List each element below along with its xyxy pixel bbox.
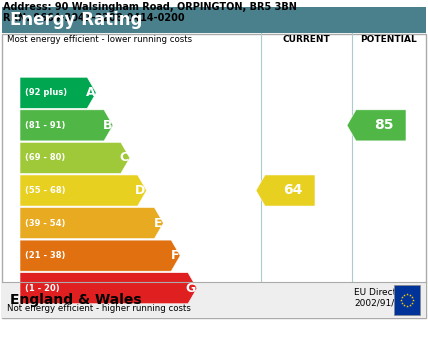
Text: 64: 64 [283,184,303,198]
Polygon shape [20,240,180,271]
Polygon shape [20,77,96,108]
Bar [2,34,426,318]
Text: Energy Rating: Energy Rating [10,11,143,29]
Polygon shape [256,175,315,206]
Text: A: A [86,86,95,99]
Text: (69 - 80): (69 - 80) [25,154,65,163]
Polygon shape [20,142,130,174]
Text: D: D [135,184,146,197]
Text: England & Wales: England & Wales [10,293,142,307]
Polygon shape [347,110,406,141]
Polygon shape [20,208,163,239]
Text: Not energy efficient - higher running costs: Not energy efficient - higher running co… [7,304,191,313]
Polygon shape [20,175,147,206]
Text: 2002/91/EC: 2002/91/EC [354,298,406,307]
Text: G: G [186,282,196,295]
Text: CURRENT: CURRENT [282,35,330,44]
Text: EU Directive: EU Directive [354,288,410,297]
Text: (39 - 54): (39 - 54) [25,219,65,228]
Text: E: E [154,217,162,229]
Text: (1 - 20): (1 - 20) [25,284,59,293]
Bar [2,7,426,33]
Text: (92 plus): (92 plus) [25,88,67,97]
Text: (55 - 68): (55 - 68) [25,186,65,195]
Text: Most energy efficient - lower running costs: Most energy efficient - lower running co… [7,35,192,44]
Text: Address: 90 Walsingham Road, ORPINGTON, BR5 3BN: Address: 90 Walsingham Road, ORPINGTON, … [3,2,297,12]
Text: RRN: 9664-3041-2208-0414-0200: RRN: 9664-3041-2208-0414-0200 [3,13,184,23]
Text: POTENTIAL: POTENTIAL [361,35,417,44]
Bar [2,282,426,318]
Text: B: B [102,119,112,132]
Polygon shape [20,273,197,304]
Text: 85: 85 [374,118,394,132]
Bar [394,285,420,315]
Text: F: F [171,249,179,262]
Text: (21 - 38): (21 - 38) [25,251,65,260]
Polygon shape [20,110,113,141]
Text: C: C [120,151,129,164]
Text: (81 - 91): (81 - 91) [25,121,65,130]
